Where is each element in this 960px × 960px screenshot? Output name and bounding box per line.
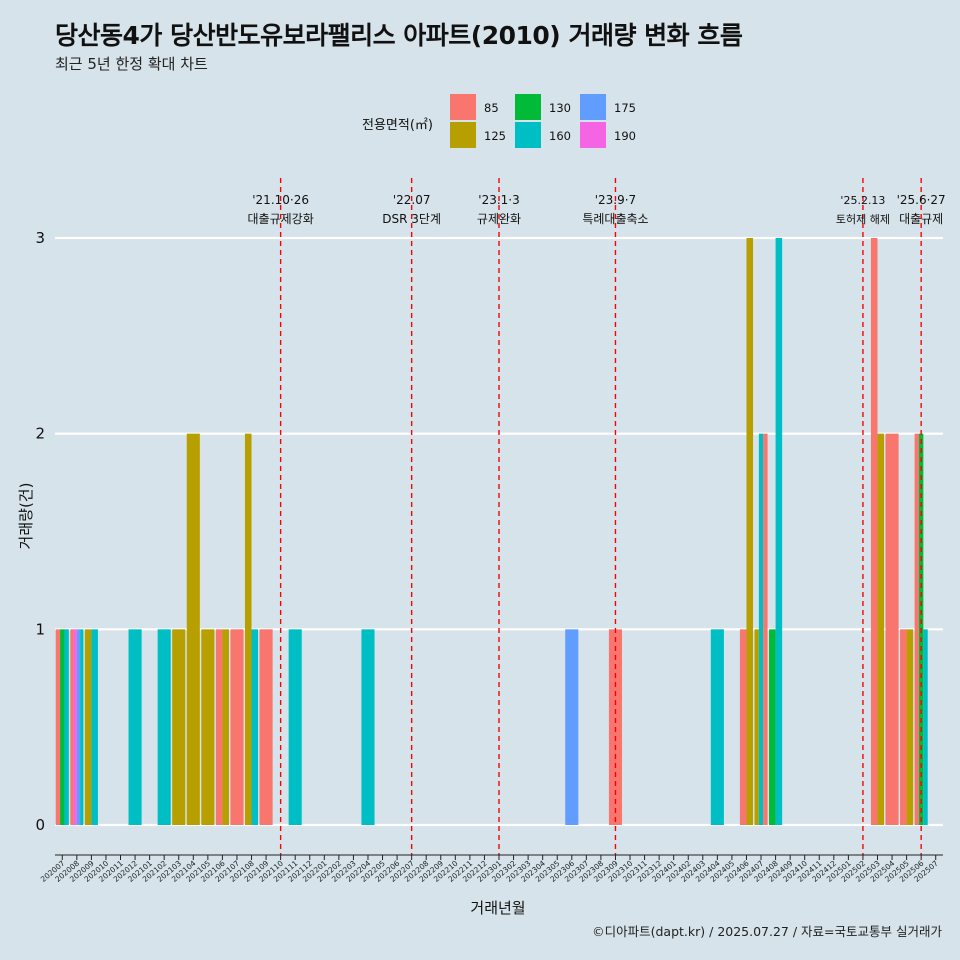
bar-202012-160	[128, 629, 142, 825]
legend-label-85: 85	[484, 101, 499, 115]
event-lines: '21.10·26 대출규제강화 '22.07 DSR 3단계 '23.1·3 규제완화 '…	[248, 178, 946, 855]
bar-202008-190	[73, 629, 77, 825]
legend-label-125: 125	[484, 129, 506, 143]
bar-202406-125	[746, 238, 754, 825]
bar-202506-85	[914, 433, 919, 825]
legend-title: 전용면적(㎡)	[362, 118, 433, 133]
bar-202008-175	[76, 629, 81, 825]
bar-202408-130	[769, 629, 776, 825]
bar-202102-160	[157, 629, 171, 825]
bar-202407-85	[763, 433, 768, 825]
event-date-202207: '22.07	[393, 193, 431, 207]
event-label-202309: 특례대출축소	[582, 212, 648, 226]
bar-202009-160	[91, 629, 98, 825]
bar-202505-125	[906, 629, 914, 825]
event-label-202506: 대출규제	[899, 212, 943, 226]
bar-202007-85	[55, 629, 61, 825]
bar-202404-160	[710, 629, 724, 825]
bar-202007-130	[60, 629, 65, 825]
y-tick-label: 1	[35, 620, 45, 638]
legend-label-160: 160	[549, 129, 571, 143]
event-label-202301: 규제완화	[477, 212, 521, 226]
bar-202109-85	[259, 629, 273, 825]
legend-swatch-130	[515, 94, 541, 120]
legend-label-130: 130	[549, 101, 571, 115]
bar-202408-160	[775, 238, 783, 825]
bar-202204-160	[361, 629, 375, 825]
event-date-202309: '23.9·7	[595, 193, 636, 207]
bar-202503-125	[877, 433, 885, 825]
bar-202407-160	[758, 433, 764, 825]
legend-swatch-175	[580, 94, 606, 120]
bar-202104-125	[186, 433, 200, 825]
event-date-202502: '25.2.13	[840, 194, 885, 207]
axes: 0123202007202008202009202010202011202012…	[35, 229, 943, 884]
bar-202103-125	[172, 629, 186, 825]
legend-swatch-85	[450, 94, 476, 120]
event-label-202207: DSR 3단계	[382, 212, 441, 226]
x-axis-label: 거래년월	[470, 899, 525, 917]
bar-202106-85	[215, 629, 223, 825]
bar-202504-85	[885, 433, 899, 825]
bar-202505-85	[900, 629, 907, 825]
bar-202008-85	[70, 629, 74, 825]
y-axis-label: 거래량(건)	[17, 483, 35, 550]
bars-group	[55, 238, 928, 825]
event-date-202301: '23.1·3	[478, 193, 519, 207]
chart-subtitle: 최근 5년 한정 확대 차트	[55, 55, 208, 73]
y-tick-label: 0	[35, 816, 45, 834]
bar-202306-175	[565, 629, 579, 825]
bar-202108-160	[251, 629, 259, 825]
event-label-202502: 토허제 해제	[836, 212, 890, 226]
bar-202506-160	[923, 629, 928, 825]
chart-title: 당산동4가 당산반도유보라팰리스 아파트(2010) 거래량 변화 흐름	[55, 21, 743, 50]
bar-202108-125	[244, 433, 252, 825]
legend-label-190: 190	[614, 129, 636, 143]
source-caption: ©디아파트(dapt.kr) / 2025.07.27 / 자료=국토교통부 실…	[592, 924, 942, 939]
bar-202407-125	[754, 629, 759, 825]
legend-swatch-190	[580, 122, 606, 148]
bar-202503-85	[870, 238, 878, 825]
legend-swatch-160	[515, 122, 541, 148]
bar-202406-85	[739, 629, 747, 825]
legend-swatch-125	[450, 122, 476, 148]
bar-202008-160	[80, 629, 84, 825]
bar-202009-125	[84, 629, 92, 825]
bar-202105-125	[201, 629, 215, 825]
y-tick-label: 3	[35, 229, 45, 247]
bar-202107-85	[230, 629, 244, 825]
event-label-202110: 대출규제강화	[248, 212, 314, 226]
event-date-202506: '25.6·27	[897, 193, 946, 207]
y-tick-label: 2	[35, 425, 45, 443]
event-date-202110: '21.10·26	[252, 193, 309, 207]
bar-202007-160	[64, 629, 69, 825]
legend-label-175: 175	[614, 101, 636, 115]
bar-202106-125	[222, 629, 229, 825]
bar-202111-160	[288, 629, 302, 825]
